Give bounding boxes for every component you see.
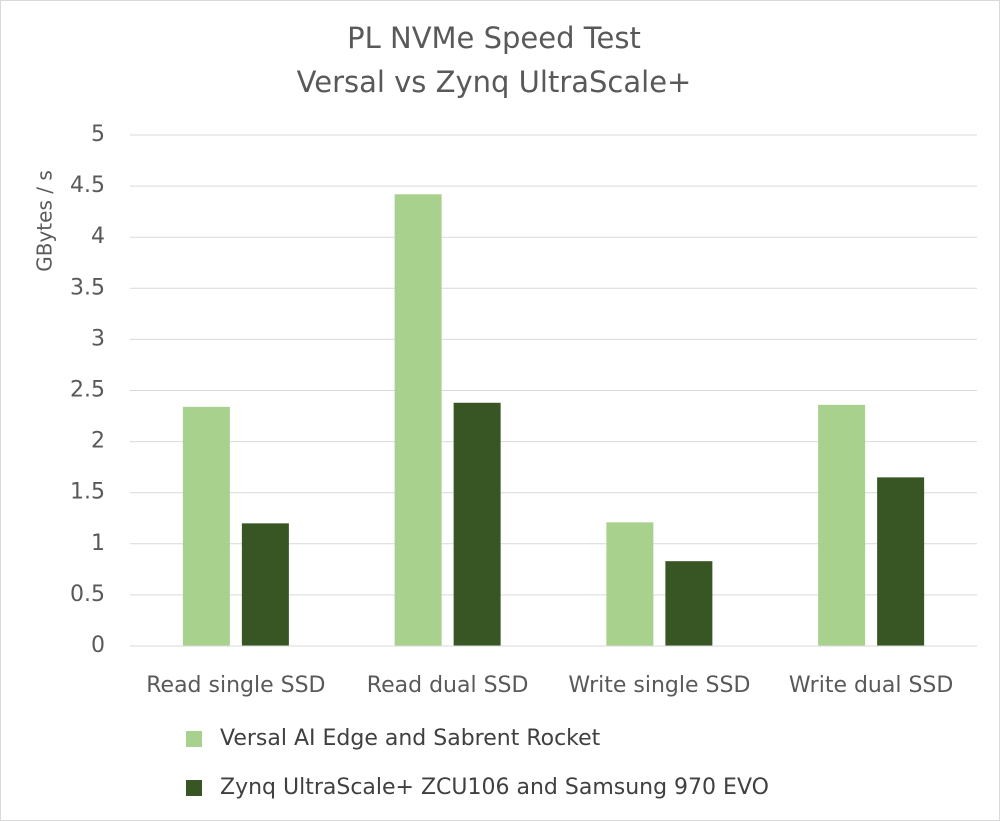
legend-swatch — [186, 780, 202, 796]
y-tick-label: 3 — [91, 326, 105, 351]
y-axis-title: GBytes / s — [33, 170, 57, 272]
y-tick-label: 2 — [91, 429, 105, 454]
bar — [453, 402, 501, 646]
y-tick-label: 4 — [91, 224, 105, 249]
bar — [394, 194, 442, 646]
bar — [665, 561, 713, 646]
bar — [606, 522, 654, 646]
y-tick-label: 1.5 — [70, 480, 105, 505]
y-tick-label: 5 — [91, 122, 105, 147]
bar — [818, 404, 866, 646]
y-tick-label: 2.5 — [70, 378, 105, 403]
chart-title: PL NVMe Speed Test — [347, 21, 641, 55]
bar — [182, 406, 230, 646]
legend-label: Versal AI Edge and Sabrent Rocket — [220, 726, 601, 751]
legend-swatch — [186, 731, 202, 747]
y-tick-label: 0 — [91, 633, 105, 658]
y-tick-label: 1 — [91, 531, 105, 556]
y-tick-label: 4.5 — [70, 173, 105, 198]
bar — [241, 523, 289, 646]
x-tick-label: Write single SSD — [568, 673, 750, 698]
x-tick-label: Read dual SSD — [367, 673, 529, 698]
x-tick-label: Read single SSD — [146, 673, 325, 698]
x-tick-label: Write dual SSD — [789, 673, 953, 698]
chart-subtitle: Versal vs Zynq UltraScale+ — [297, 65, 692, 99]
bar — [877, 477, 925, 646]
y-tick-label: 3.5 — [70, 275, 105, 300]
legend-label: Zynq UltraScale+ ZCU106 and Samsung 970 … — [220, 775, 769, 800]
y-tick-label: 0.5 — [70, 582, 105, 607]
